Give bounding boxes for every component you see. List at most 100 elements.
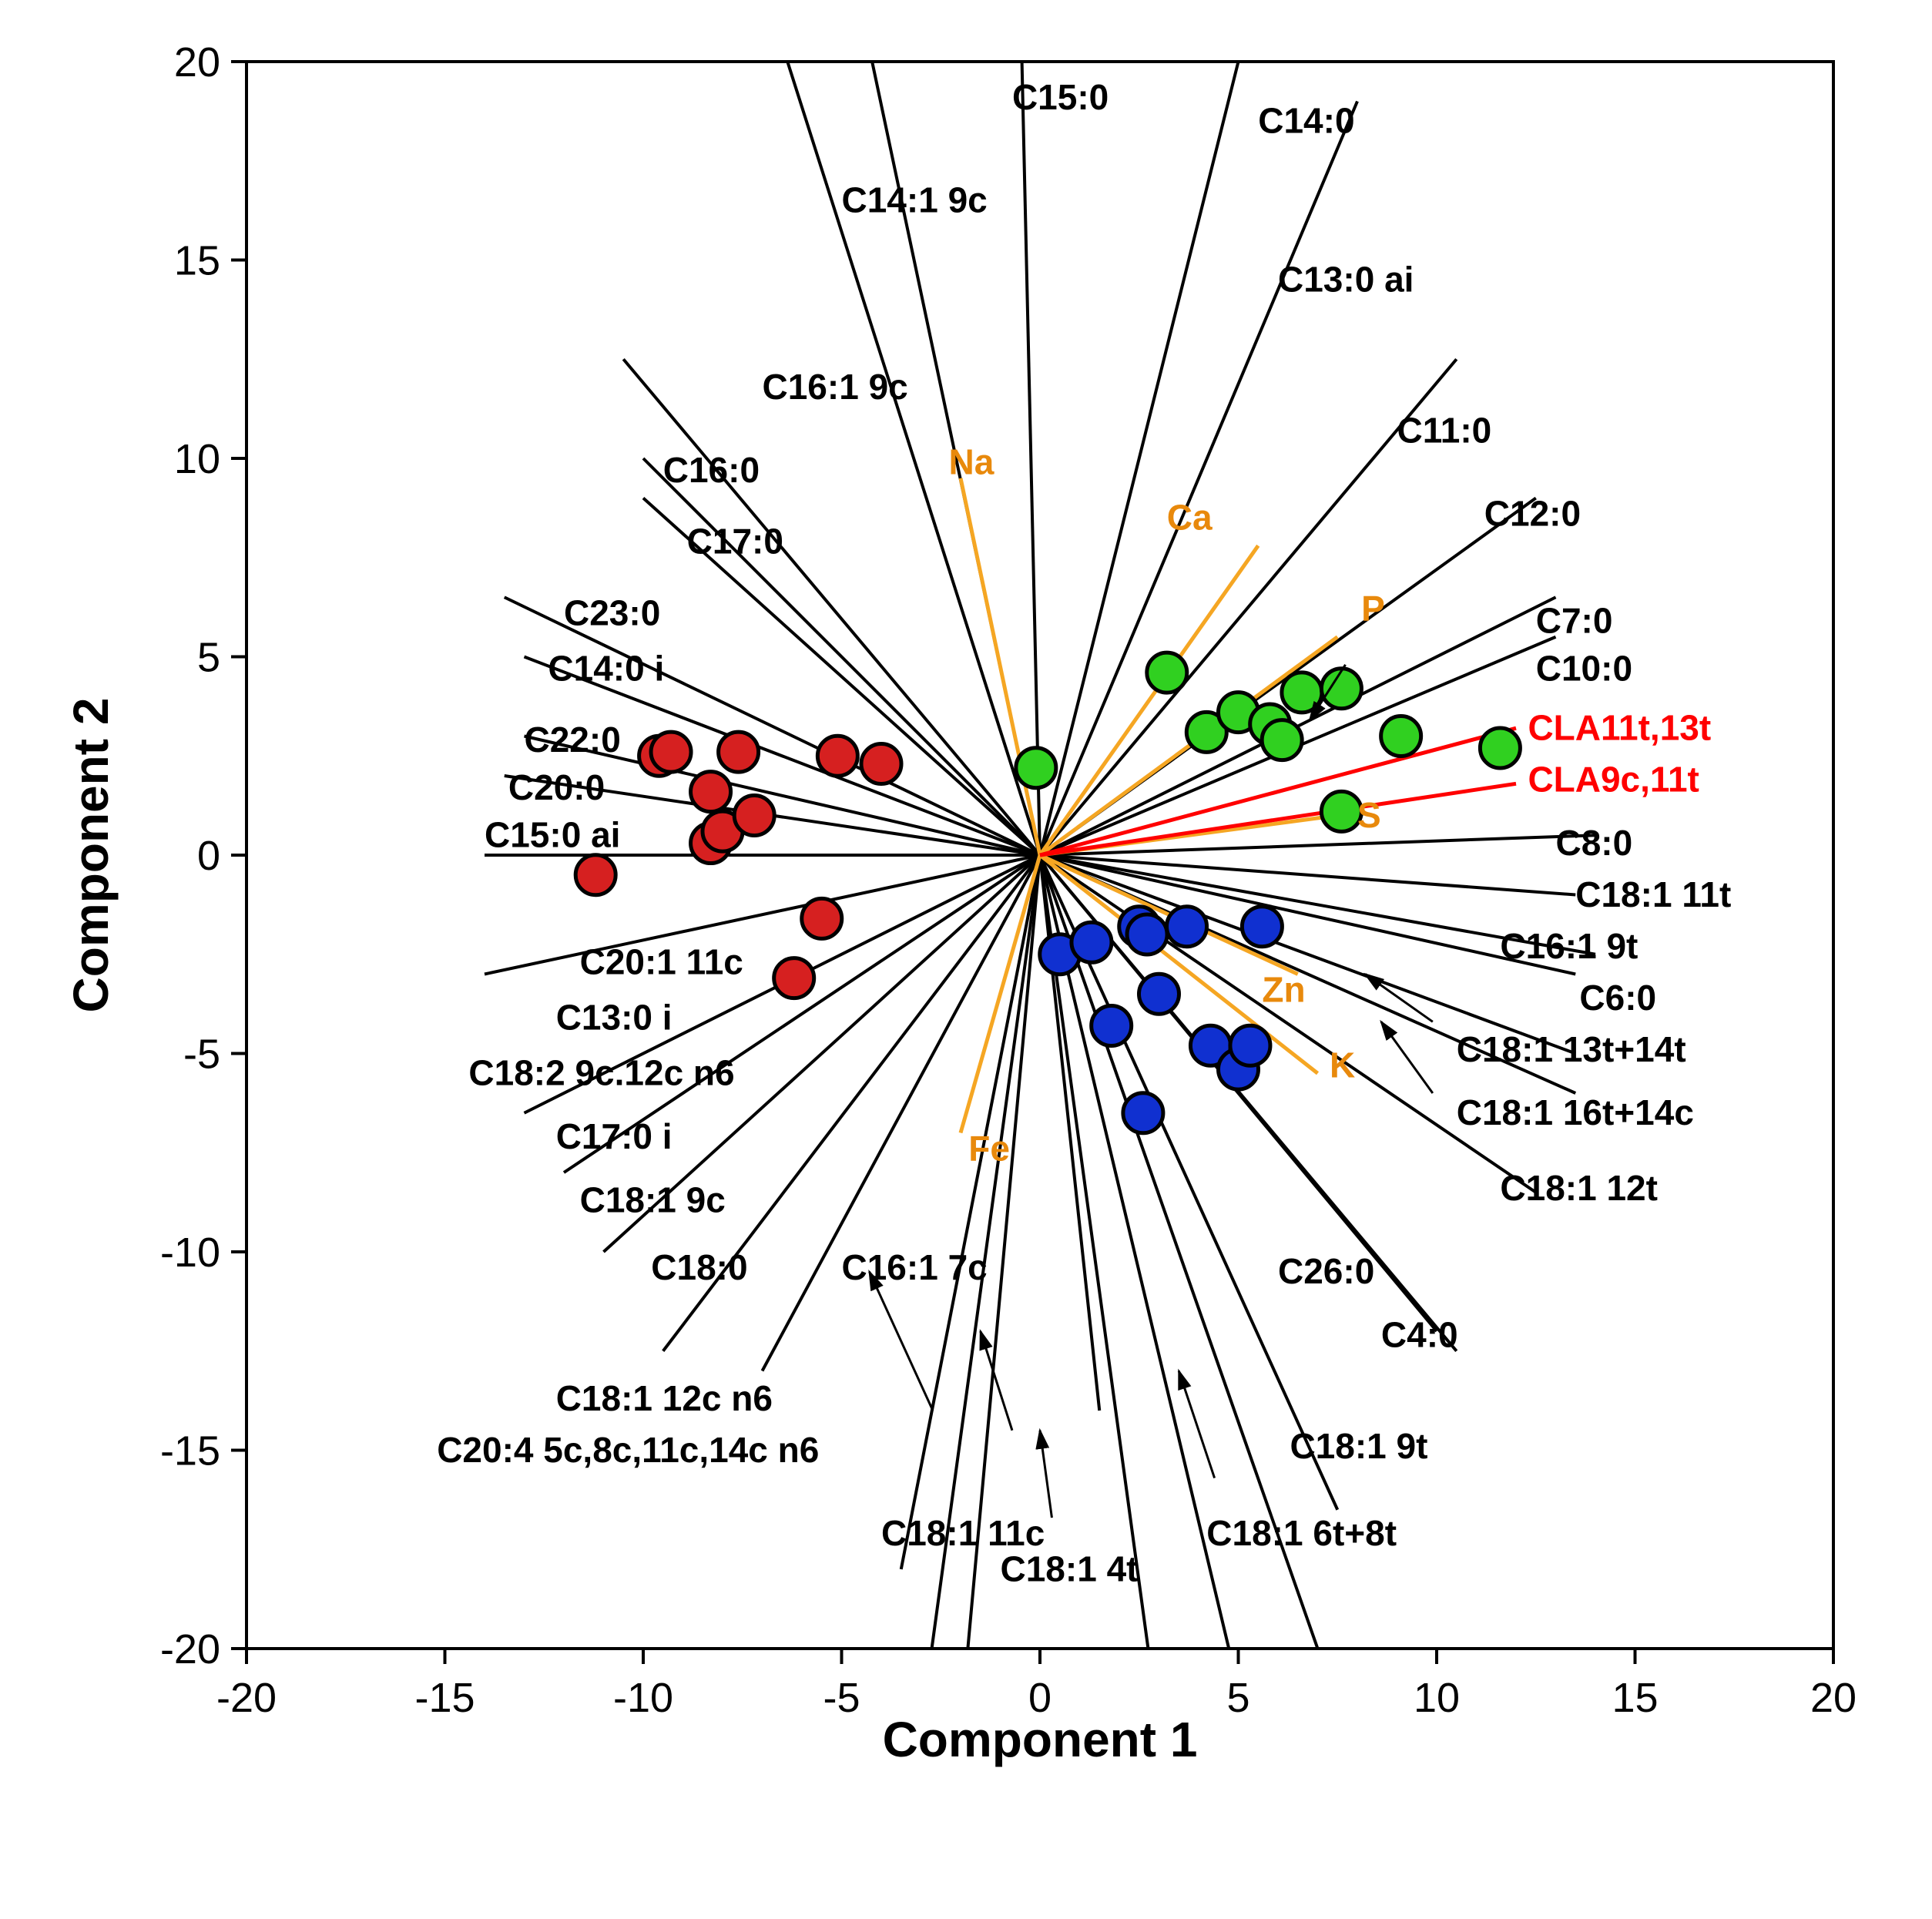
vector-label: C18:1 9c: [580, 1180, 726, 1220]
x-axis-title: Component 1: [883, 1712, 1198, 1767]
loading-vector: [623, 359, 1040, 855]
vector-label: C18:2 9c.12c n6: [468, 1053, 734, 1093]
score-point-group-2: [1242, 907, 1282, 947]
vector-label: C20:1 11c: [580, 942, 743, 982]
mineral-vector: [961, 478, 1040, 855]
x-tick-label: 15: [1612, 1675, 1658, 1721]
vector-label: C13:0 ai: [1278, 260, 1414, 300]
vector-label: C26:0: [1278, 1251, 1374, 1291]
score-point-group-2: [1127, 914, 1167, 954]
vector-label: Fe: [968, 1129, 1010, 1169]
score-point-group-1: [1016, 748, 1056, 788]
loading-vector: [1040, 855, 1575, 895]
score-point-group-0: [802, 898, 842, 938]
vector-label: C23:0: [564, 592, 660, 632]
score-point-group-2: [1123, 1093, 1163, 1133]
score-point-group-2: [1139, 974, 1179, 1014]
score-point-group-2: [1092, 1005, 1132, 1045]
x-tick-label: 10: [1414, 1675, 1460, 1721]
score-point-group-0: [817, 736, 857, 776]
vector-label: C18:1 11t: [1575, 874, 1731, 914]
vector-label: C14:0 i: [548, 648, 664, 688]
score-point-group-0: [734, 796, 774, 836]
loading-vector: [1040, 855, 1575, 975]
vector-label: C20:4 5c,8c,11c,14c n6: [437, 1430, 819, 1470]
pointer-arrow: [1381, 1022, 1433, 1093]
pointer-arrow: [1040, 1431, 1052, 1518]
vector-label: C16:1 9t: [1500, 926, 1638, 966]
vector-label: P: [1361, 589, 1385, 629]
y-tick-label: -10: [160, 1230, 220, 1276]
vector-label: C20:0: [508, 767, 605, 807]
score-point-group-0: [774, 958, 814, 998]
loading-vector: [763, 855, 1041, 1371]
vector-label: C16:0: [663, 450, 760, 490]
score-point-group-0: [651, 732, 691, 772]
score-point-group-0: [691, 772, 731, 812]
score-point-group-1: [1282, 673, 1322, 713]
y-tick-label: -20: [160, 1626, 220, 1672]
loading-vector: [961, 855, 1040, 1728]
x-tick-label: -5: [823, 1675, 860, 1721]
vector-label: C8:0: [1556, 823, 1633, 863]
loading-vector: [485, 855, 1040, 975]
chart-svg-canvas: -20-15-10-505101520-20-15-10-505101520Co…: [0, 0, 1932, 1915]
vector-label: C18:1 13t+14t: [1457, 1029, 1686, 1069]
score-point-group-1: [1147, 653, 1187, 693]
vector-label: C14:0: [1258, 101, 1354, 141]
vector-label: C18:1 12t: [1500, 1168, 1658, 1208]
y-tick-label: 5: [197, 634, 220, 680]
vector-label: C17:0: [687, 522, 783, 562]
score-point-group-0: [575, 855, 615, 895]
vector-label: C18:0: [651, 1247, 747, 1287]
vector-label: C14:1 9c: [842, 180, 988, 220]
vector-label: CLA11t,13t: [1528, 708, 1711, 748]
vector-label: Na: [949, 442, 995, 482]
score-point-group-1: [1381, 716, 1421, 757]
score-point-group-2: [1230, 1025, 1270, 1065]
vector-label: C4:0: [1381, 1315, 1458, 1355]
vector-label: C17:0 i: [556, 1116, 673, 1156]
score-point-group-1: [1321, 669, 1361, 709]
score-point-group-0: [861, 744, 901, 784]
vector-label: C15:0 ai: [485, 815, 620, 855]
score-point-group-1: [1321, 791, 1361, 831]
vector-label: C10:0: [1536, 648, 1632, 688]
vector-label: C12:0: [1484, 494, 1581, 534]
score-point-group-1: [1480, 728, 1520, 768]
vector-label: C16:1 9c: [763, 367, 908, 407]
vector-label: Zn: [1262, 970, 1305, 1010]
y-tick-label: -15: [160, 1428, 220, 1474]
vector-label: C11:0: [1397, 410, 1492, 450]
y-tick-label: -5: [183, 1031, 220, 1077]
loading-vector: [1020, 0, 1040, 855]
vector-label: C18:1 11c: [881, 1513, 1045, 1553]
y-tick-label: 10: [174, 436, 220, 482]
biplot-chart: -20-15-10-505101520-20-15-10-505101520Co…: [0, 0, 1932, 1915]
vector-label: C6:0: [1579, 978, 1656, 1018]
x-tick-label: 5: [1226, 1675, 1249, 1721]
vector-label: C18:1 12c n6: [556, 1378, 773, 1418]
vector-label: C13:0 i: [556, 998, 673, 1038]
vector-label: C7:0: [1536, 601, 1613, 641]
vector-label: C18:1 9t: [1290, 1426, 1427, 1466]
y-tick-label: 15: [174, 237, 220, 283]
y-axis-title: Component 2: [63, 698, 119, 1013]
vector-label: S: [1357, 795, 1381, 835]
loading-vector: [763, 0, 1041, 855]
vector-label: CLA9c,11t: [1528, 760, 1699, 800]
vector-label: Ca: [1167, 498, 1213, 538]
pointer-arrow: [870, 1272, 933, 1411]
score-point-group-0: [719, 732, 759, 772]
vector-label: C22:0: [525, 720, 621, 760]
x-tick-label: 20: [1810, 1675, 1857, 1721]
score-point-group-2: [1167, 907, 1207, 947]
vector-label: C18:1 4t: [1001, 1548, 1139, 1589]
vector-label: C15:0: [1012, 77, 1109, 117]
vector-label: K: [1330, 1045, 1355, 1085]
score-point-group-2: [1072, 922, 1112, 962]
score-point-group-1: [1262, 720, 1302, 760]
vector-label: C16:1 7c: [842, 1247, 988, 1287]
y-tick-label: 0: [197, 833, 220, 879]
x-tick-label: -15: [414, 1675, 475, 1721]
